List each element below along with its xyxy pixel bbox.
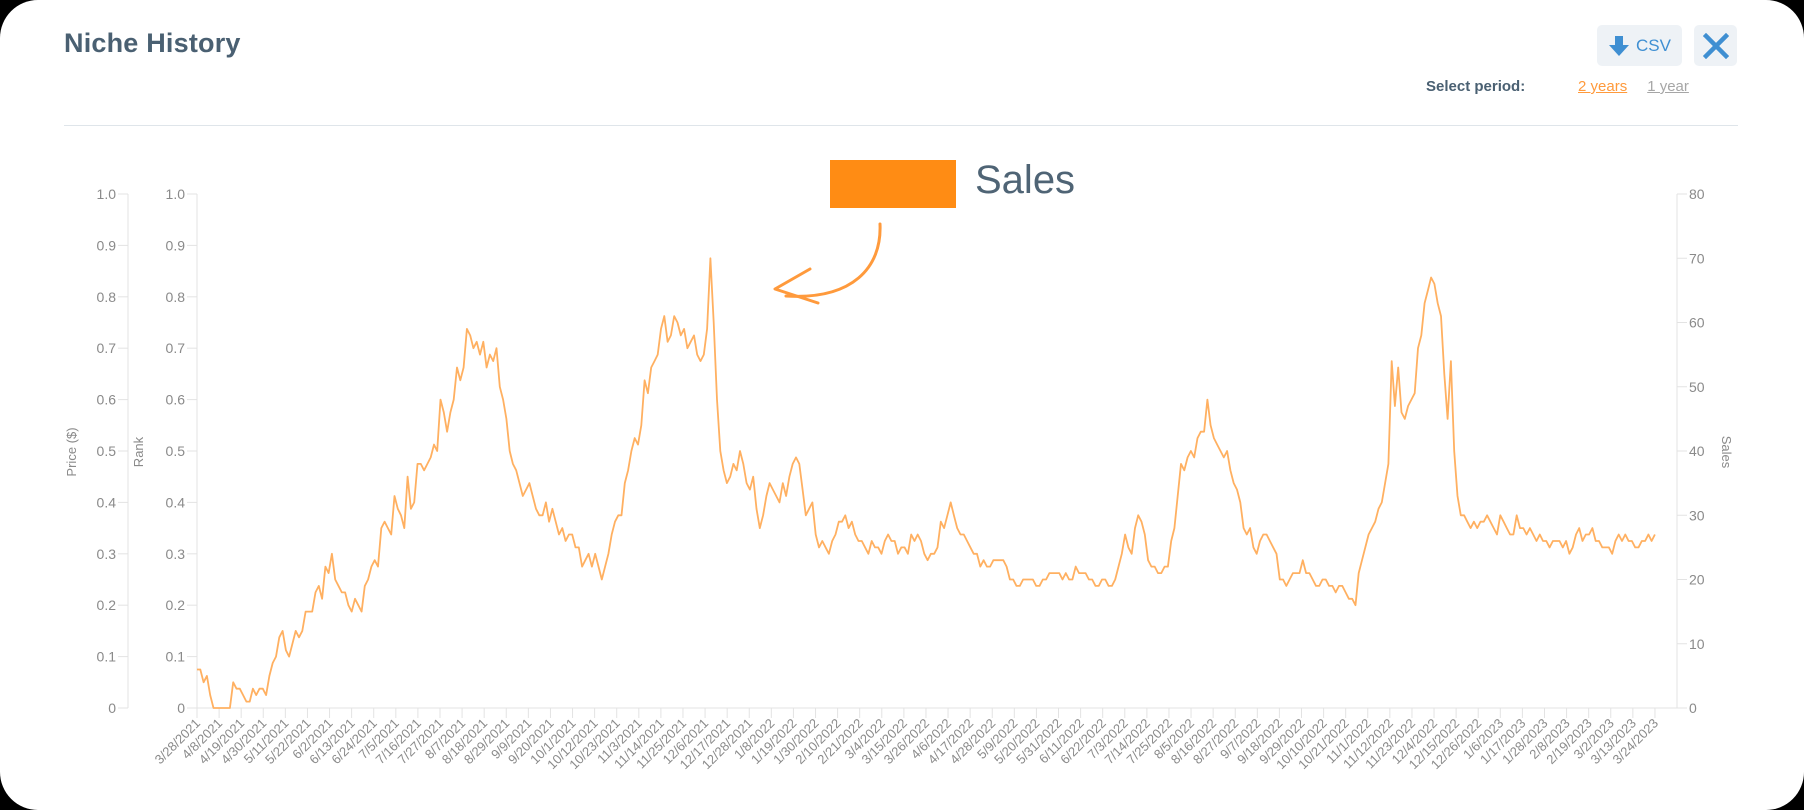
- rank-axis: 0 0.1 0.2 0.3 0.4 0.5 0.6 0.7 0.8 0.9 1.0 Rank: [131, 186, 198, 716]
- y-tick-label: 0.2: [166, 597, 186, 613]
- y-tick-label: 10: [1689, 636, 1705, 652]
- sales-series: [197, 257, 1656, 709]
- y-tick-label: 20: [1689, 572, 1705, 588]
- y-tick-label: 0.5: [166, 443, 186, 459]
- y-tick-label: 1.0: [97, 186, 117, 202]
- y-tick-label: 0: [108, 700, 116, 716]
- y-tick-label: 0.7: [166, 340, 186, 356]
- y-tick-label: 0.1: [97, 649, 117, 665]
- period-selector: Select period: 2 years 1 year: [1426, 78, 1709, 95]
- close-button[interactable]: [1694, 25, 1737, 66]
- csv-label: CSV: [1636, 35, 1671, 55]
- y-tick-label: 50: [1689, 379, 1705, 395]
- period-option-2-years[interactable]: 2 years: [1578, 78, 1628, 95]
- y-tick-label: 0.8: [166, 289, 186, 305]
- y-tick-label: 0.4: [97, 494, 117, 510]
- y-tick-label: 0.7: [97, 340, 117, 356]
- y-tick-label: 0.8: [97, 289, 117, 305]
- y-tick-label: 0.1: [166, 649, 186, 665]
- y-tick-label: 40: [1689, 443, 1705, 459]
- y-tick-label: 0.9: [166, 237, 186, 253]
- axis-title: Sales: [1719, 436, 1734, 469]
- y-tick-label: 0.6: [166, 392, 186, 408]
- sales-line: [197, 257, 1656, 709]
- close-x-icon: [1702, 32, 1729, 59]
- y-tick-label: 0.3: [97, 546, 117, 562]
- y-tick-label: 80: [1689, 186, 1705, 202]
- y-tick-label: 30: [1689, 507, 1705, 523]
- y-tick-label: 0: [1689, 700, 1697, 716]
- axis-title: Price ($): [64, 427, 79, 476]
- period-option-1-year[interactable]: 1 year: [1647, 78, 1689, 95]
- download-arrow-icon: [1609, 35, 1630, 56]
- period-label: Select period:: [1426, 78, 1526, 95]
- y-tick-label: 0.3: [166, 546, 186, 562]
- y-tick-label: 0.9: [97, 237, 117, 253]
- price-axis: 0 0.1 0.2 0.3 0.4 0.5 0.6 0.7 0.8 0.9 1.0 Price ($): [64, 186, 129, 716]
- y-tick-label: 0.4: [166, 494, 186, 510]
- legend-swatch-sales[interactable]: [830, 160, 956, 208]
- csv-download-button[interactable]: CSV: [1597, 25, 1682, 66]
- y-tick-label: 70: [1689, 250, 1705, 266]
- page-title: Niche History: [64, 28, 241, 58]
- y-tick-label: 0: [177, 700, 185, 716]
- axis-title: Rank: [131, 436, 146, 467]
- y-tick-label: 1.0: [166, 186, 186, 202]
- y-tick-label: 0.5: [97, 443, 117, 459]
- y-tick-label: 0.6: [97, 392, 117, 408]
- header-divider: [64, 125, 1738, 126]
- x-axis: 3/28/20214/8/20214/19/20214/30/20215/11/…: [152, 707, 1677, 772]
- legend-label-sales[interactable]: Sales: [975, 158, 1076, 202]
- y-tick-label: 60: [1689, 315, 1705, 331]
- chart-axes: 0 0.1 0.2 0.3 0.4 0.5 0.6 0.7 0.8 0.9 1.0 Price ($)…: [64, 186, 1734, 716]
- y-tick-label: 0.2: [97, 597, 117, 613]
- annotation-arrow-icon: [773, 222, 882, 305]
- sales-axis: 0 10 20 30 40 50 60 70 80 Sales: [1676, 186, 1734, 716]
